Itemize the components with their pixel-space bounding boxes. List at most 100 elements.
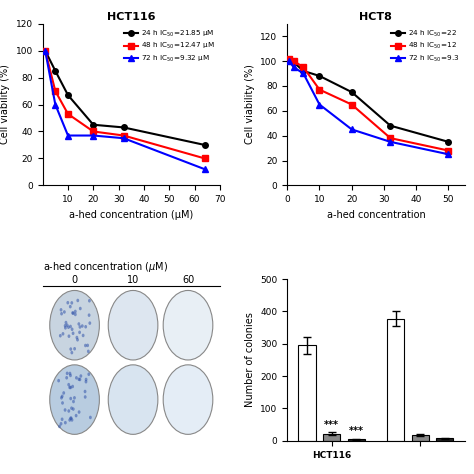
Ellipse shape (64, 421, 67, 424)
Ellipse shape (84, 380, 87, 383)
Ellipse shape (50, 365, 100, 434)
Ellipse shape (87, 373, 90, 376)
Ellipse shape (89, 416, 92, 419)
Ellipse shape (69, 397, 72, 401)
Ellipse shape (68, 418, 71, 422)
Ellipse shape (69, 305, 72, 309)
Bar (387, 319, 404, 441)
Ellipse shape (66, 372, 69, 375)
Ellipse shape (65, 376, 68, 380)
Ellipse shape (64, 321, 67, 324)
Ellipse shape (76, 338, 79, 342)
Ellipse shape (73, 347, 76, 351)
Ellipse shape (60, 312, 63, 316)
Text: a-hed concentration ($\mu$M): a-hed concentration ($\mu$M) (43, 260, 168, 274)
Ellipse shape (69, 386, 72, 389)
Ellipse shape (68, 335, 70, 338)
Ellipse shape (67, 409, 70, 413)
Ellipse shape (71, 385, 74, 388)
Ellipse shape (86, 344, 89, 347)
Ellipse shape (62, 332, 64, 336)
Ellipse shape (88, 313, 91, 317)
Ellipse shape (72, 311, 75, 315)
Ellipse shape (72, 407, 75, 411)
Ellipse shape (73, 396, 76, 400)
Ellipse shape (77, 322, 80, 326)
Ellipse shape (60, 308, 63, 311)
Ellipse shape (83, 390, 86, 393)
Ellipse shape (69, 374, 72, 377)
Ellipse shape (69, 347, 72, 351)
Ellipse shape (74, 313, 77, 316)
Ellipse shape (75, 376, 78, 380)
X-axis label: a-hed concentration (μM): a-hed concentration (μM) (69, 210, 193, 219)
Text: 60: 60 (182, 275, 194, 285)
Title: HCT8: HCT8 (359, 11, 392, 21)
Ellipse shape (63, 310, 66, 314)
Ellipse shape (88, 321, 91, 325)
Ellipse shape (67, 326, 70, 329)
Ellipse shape (58, 425, 61, 428)
Text: 10: 10 (127, 275, 139, 285)
Ellipse shape (70, 416, 73, 420)
Ellipse shape (60, 396, 63, 400)
Y-axis label: Cell viability (%): Cell viability (%) (245, 64, 255, 145)
Ellipse shape (78, 410, 81, 414)
Ellipse shape (163, 365, 213, 434)
Ellipse shape (76, 299, 79, 302)
Ellipse shape (84, 325, 87, 328)
Ellipse shape (85, 378, 88, 381)
Ellipse shape (81, 324, 84, 328)
Ellipse shape (61, 394, 64, 398)
Legend: 24 h IC$_{50}$=21.85 μM, 48 h IC$_{50}$=12.47 μM, 72 h IC$_{50}$=9.32 μM: 24 h IC$_{50}$=21.85 μM, 48 h IC$_{50}$=… (122, 27, 216, 65)
Ellipse shape (84, 344, 87, 347)
Ellipse shape (87, 349, 90, 353)
Ellipse shape (70, 301, 73, 305)
X-axis label: a-hed concentration: a-hed concentration (327, 210, 425, 219)
Ellipse shape (75, 414, 78, 418)
Bar (323, 434, 340, 441)
Ellipse shape (67, 383, 70, 386)
Ellipse shape (79, 307, 82, 310)
Text: ***: *** (324, 420, 339, 430)
Ellipse shape (62, 391, 65, 395)
Ellipse shape (74, 310, 77, 313)
Title: HCT116: HCT116 (107, 11, 155, 21)
Ellipse shape (68, 386, 71, 389)
Ellipse shape (108, 365, 158, 434)
Ellipse shape (108, 291, 158, 360)
Ellipse shape (70, 406, 73, 410)
Ellipse shape (72, 331, 74, 335)
Ellipse shape (66, 301, 69, 304)
Y-axis label: Cell viability (%): Cell viability (%) (0, 64, 10, 145)
Y-axis label: Number of colonies: Number of colonies (245, 312, 255, 408)
Bar (347, 439, 365, 441)
Ellipse shape (69, 417, 72, 420)
Ellipse shape (59, 334, 62, 337)
Ellipse shape (71, 351, 73, 355)
Text: 0: 0 (72, 275, 78, 285)
Ellipse shape (75, 336, 78, 339)
Ellipse shape (77, 377, 80, 381)
Ellipse shape (71, 328, 73, 331)
Bar (298, 346, 316, 441)
Ellipse shape (84, 395, 87, 399)
Ellipse shape (64, 408, 66, 412)
Ellipse shape (61, 418, 64, 421)
Ellipse shape (80, 374, 82, 378)
Text: ***: *** (349, 426, 364, 436)
Ellipse shape (69, 325, 72, 328)
Ellipse shape (64, 324, 66, 328)
Ellipse shape (72, 400, 75, 403)
Ellipse shape (57, 379, 60, 383)
Ellipse shape (88, 299, 91, 302)
Ellipse shape (78, 330, 81, 334)
Ellipse shape (69, 372, 72, 375)
Ellipse shape (79, 325, 82, 329)
Ellipse shape (71, 418, 73, 422)
Ellipse shape (66, 323, 69, 327)
Ellipse shape (50, 291, 100, 360)
Ellipse shape (82, 334, 84, 337)
Ellipse shape (61, 401, 64, 405)
Bar (411, 435, 429, 441)
